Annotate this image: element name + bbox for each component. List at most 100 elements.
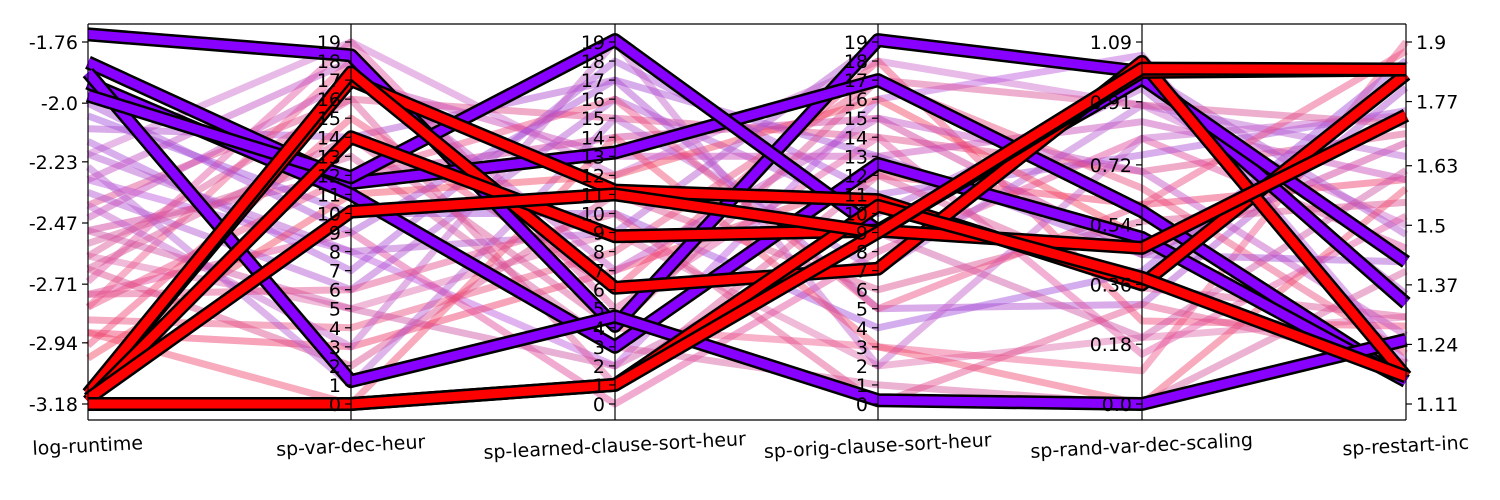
tick-label: 11 bbox=[844, 184, 868, 206]
tick-label: 5 bbox=[593, 299, 605, 321]
tick-label: 8 bbox=[593, 242, 605, 264]
tick-label: 16 bbox=[317, 89, 341, 111]
series-line bbox=[84, 69, 1408, 409]
tick-label: 1.9 bbox=[1416, 32, 1446, 54]
tick-label: 13 bbox=[581, 146, 605, 168]
tick-label: 0 bbox=[856, 394, 868, 416]
tick-label: 10 bbox=[844, 203, 868, 225]
tick-label: 11 bbox=[317, 184, 341, 206]
axis-log-runtime: -1.76 -2.0 -2.23 -2.47 -2.71 -2.94 -3.18 log-ru… bbox=[29, 24, 144, 460]
tick-label: 1 bbox=[593, 375, 605, 397]
tick-label: -2.71 bbox=[29, 274, 78, 296]
tick-label: 14 bbox=[581, 127, 605, 149]
tick-label: 0.0 bbox=[1102, 394, 1132, 416]
tick-label: -2.23 bbox=[29, 152, 78, 174]
tick-label: 0.72 bbox=[1090, 155, 1132, 177]
tick-label: 9 bbox=[593, 223, 605, 245]
tick-label: 4 bbox=[329, 318, 341, 340]
tick-label: 10 bbox=[317, 203, 341, 225]
tick-label: 0.91 bbox=[1090, 92, 1132, 114]
tick-label: 9 bbox=[856, 223, 868, 245]
axis-label: sp-learned-clause-sort-heur bbox=[483, 428, 747, 464]
series-line bbox=[84, 111, 1409, 405]
tick-label: 1.37 bbox=[1416, 275, 1458, 297]
tick-label: 17 bbox=[844, 70, 868, 92]
tick-label: 3 bbox=[329, 337, 341, 359]
background-series-line bbox=[86, 48, 1408, 313]
tick-label: 9 bbox=[329, 223, 341, 245]
tick-label: 0.18 bbox=[1090, 334, 1132, 356]
tick-label: -2.94 bbox=[29, 333, 78, 355]
background-series-line bbox=[85, 38, 1408, 358]
tick-label: 12 bbox=[317, 165, 341, 187]
tick-label: 12 bbox=[581, 165, 605, 187]
tick-label: 1.11 bbox=[1416, 394, 1458, 416]
tick-label: 1.77 bbox=[1416, 92, 1458, 114]
tick-label: 0 bbox=[593, 394, 605, 416]
highlighted-series bbox=[88, 61, 1407, 411]
tick-label: 19 bbox=[581, 32, 605, 54]
axis-label: sp-var-dec-heur bbox=[276, 431, 426, 461]
tick-label: 15 bbox=[317, 108, 341, 130]
background-series-line bbox=[87, 133, 1409, 408]
tick-label: 13 bbox=[844, 146, 868, 168]
tick-label: 1.09 bbox=[1090, 32, 1132, 54]
tick-label: 7 bbox=[329, 261, 341, 283]
tick-label: 8 bbox=[329, 242, 341, 264]
tick-label: 6 bbox=[593, 280, 605, 302]
tick-label: 18 bbox=[581, 51, 605, 73]
tick-label: 7 bbox=[856, 261, 868, 283]
tick-label: 13 bbox=[317, 146, 341, 168]
tick-label: 0 bbox=[329, 394, 341, 416]
tick-label: 1.63 bbox=[1416, 156, 1458, 178]
tick-label: 2 bbox=[329, 356, 341, 378]
tick-label: 0.36 bbox=[1090, 274, 1132, 296]
tick-label: 11 bbox=[581, 184, 605, 206]
tick-label: 6 bbox=[329, 280, 341, 302]
axis-label: sp-restart-inc bbox=[1342, 432, 1470, 461]
tick-label: 4 bbox=[593, 318, 605, 340]
tick-label: 15 bbox=[844, 108, 868, 130]
tick-label: 2 bbox=[593, 356, 605, 378]
highlighted-series bbox=[83, 109, 1410, 407]
tick-label: 18 bbox=[317, 51, 341, 73]
tick-label: -1.76 bbox=[29, 32, 78, 54]
axis-label: log-runtime bbox=[32, 432, 144, 460]
tick-label: 18 bbox=[844, 51, 868, 73]
highlighted-series bbox=[82, 54, 1412, 399]
tick-label: 5 bbox=[856, 299, 868, 321]
tick-label: 14 bbox=[317, 127, 341, 149]
tick-label: 16 bbox=[581, 89, 605, 111]
tick-label: 15 bbox=[581, 108, 605, 130]
tick-label: 17 bbox=[317, 70, 341, 92]
tick-label: 17 bbox=[581, 70, 605, 92]
tick-label: 16 bbox=[844, 89, 868, 111]
tick-label: 7 bbox=[593, 261, 605, 283]
tick-label: 3 bbox=[593, 337, 605, 359]
tick-label: 3 bbox=[856, 337, 868, 359]
axis-label: sp-rand-var-dec-scaling bbox=[1030, 429, 1254, 463]
tick-label: -3.18 bbox=[29, 394, 78, 416]
tick-label: 14 bbox=[844, 127, 868, 149]
tick-label: 5 bbox=[329, 299, 341, 321]
tick-label: 8 bbox=[856, 242, 868, 264]
tick-label: 10 bbox=[581, 203, 605, 225]
axis-sp-restart-inc: 1.11 1.24 1.37 1.5 1.63 1.77 1.9 sp-restart-inc bbox=[1342, 24, 1470, 460]
axis-label: sp-orig-clause-sort-heur bbox=[763, 429, 992, 463]
tick-label: 1.5 bbox=[1416, 215, 1446, 237]
highlighted-series bbox=[82, 68, 1408, 411]
tick-label: 1.24 bbox=[1416, 334, 1458, 356]
series-line bbox=[88, 64, 1407, 409]
tick-label: -2.0 bbox=[41, 93, 78, 115]
tick-label: 4 bbox=[856, 318, 868, 340]
tick-label: 1 bbox=[329, 375, 341, 397]
tick-label: 19 bbox=[844, 32, 868, 54]
tick-label: 0.54 bbox=[1090, 215, 1132, 237]
tick-label: 2 bbox=[856, 356, 868, 378]
background-series-line bbox=[86, 76, 1407, 222]
highlighted-lines bbox=[82, 27, 1412, 411]
tick-label: 19 bbox=[317, 32, 341, 54]
series-line bbox=[84, 57, 1410, 397]
background-series-line bbox=[85, 39, 1409, 375]
